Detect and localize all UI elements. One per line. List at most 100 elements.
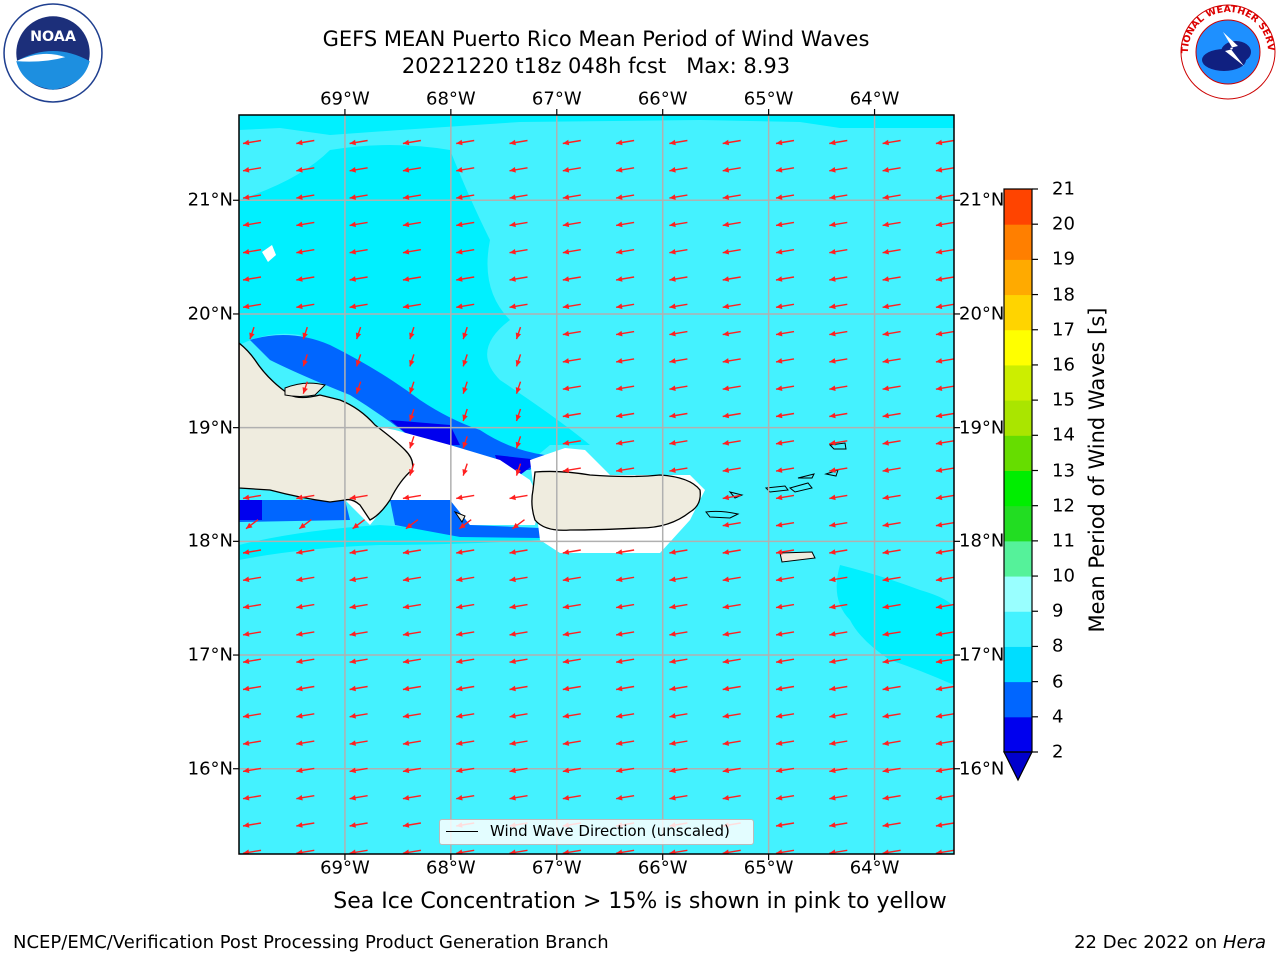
wind-wave-arrow (669, 221, 688, 228)
wind-wave-arrow (935, 631, 954, 637)
wind-wave-arrow (515, 354, 522, 367)
wind-wave-arrow (242, 767, 262, 774)
lat-tick-label: 21°N (959, 189, 1005, 211)
wind-wave-arrow (722, 167, 741, 173)
wind-wave-arrow (349, 849, 368, 854)
wind-wave-arrow (402, 603, 422, 610)
wind-wave-arrow (242, 221, 262, 228)
wind-wave-arrow (935, 521, 954, 528)
wind-wave-arrow (242, 194, 262, 200)
wind-wave-arrow (935, 494, 954, 501)
wind-wave-arrow (509, 549, 528, 555)
wind-wave-arrow (935, 248, 954, 255)
wind-wave-arrow (509, 139, 528, 146)
wind-wave-arrow (775, 303, 795, 310)
wind-wave-arrow (935, 167, 954, 173)
wind-wave-arrow (935, 740, 954, 746)
chart-subtitle: 20221220 t18z 048h fcst Max: 8.93 (401, 54, 791, 78)
colorbar-segment (1004, 364, 1032, 401)
wind-wave-arrow (242, 822, 262, 828)
wind-wave-arrow (829, 330, 848, 337)
lon-tick-label: 69°W (320, 857, 370, 879)
wind-wave-arrow (509, 603, 528, 610)
wind-wave-arrow (296, 576, 315, 583)
wind-wave-arrow (509, 849, 528, 854)
wind-wave-arrow (349, 549, 368, 555)
wind-wave-arrow (882, 303, 901, 310)
wind-wave-arrow (349, 139, 368, 146)
lon-tick-label: 65°W (743, 857, 794, 879)
colorbar-segment (1004, 189, 1032, 225)
wind-wave-arrow (562, 740, 581, 746)
wind-wave-arrow (882, 248, 901, 255)
wind-wave-arrow (242, 303, 262, 310)
wind-wave-arrow (562, 440, 581, 446)
wind-wave-arrow (402, 303, 422, 310)
wind-wave-arrow (402, 685, 422, 692)
wind-wave-arrow (349, 740, 368, 746)
wind-wave-arrow (615, 358, 635, 364)
wind-wave-arrow (515, 463, 522, 476)
wind-wave-arrow (935, 822, 954, 828)
wind-wave-arrow (935, 658, 954, 664)
wind-wave-arrow (669, 440, 688, 446)
wind-wave-arrow (402, 221, 422, 228)
wind-wave-arrow (775, 631, 795, 637)
wind-wave-arrow (615, 631, 635, 637)
wind-wave-arrow (402, 494, 422, 501)
colorbar-segment (1004, 470, 1032, 507)
wind-wave-arrow (935, 849, 954, 854)
wind-wave-arrow (829, 685, 848, 692)
wind-wave-arrow (296, 658, 315, 664)
wind-wave-arrow (882, 440, 901, 446)
wind-wave-arrow (456, 631, 475, 637)
colorbar-label: Mean Period of Wind Waves [s] (1085, 307, 1109, 633)
wind-wave-arrow (615, 139, 635, 146)
wind-wave-arrow (829, 822, 848, 828)
wind-wave-arrow (402, 658, 422, 664)
wind-wave-arrow (402, 194, 422, 200)
wind-wave-arrow (456, 303, 475, 310)
wind-wave-arrow (562, 849, 581, 854)
colorbar-tick-label: 17 (1052, 319, 1075, 341)
wind-wave-arrow (562, 139, 581, 146)
wind-wave-arrow (882, 685, 901, 692)
wind-wave-arrow (515, 326, 522, 340)
wind-wave-arrow (829, 221, 848, 228)
wind-wave-arrow (615, 685, 635, 692)
wind-wave-arrow (722, 849, 741, 854)
wind-wave-arrow (462, 436, 468, 449)
wind-wave-arrow (615, 576, 635, 583)
wind-wave-arrow (775, 385, 795, 391)
land-hispaniola (239, 342, 414, 521)
wind-wave-arrow (615, 794, 635, 801)
lat-tick-label: 16°N (187, 758, 233, 780)
wind-wave-arrow (615, 221, 635, 228)
wind-wave-arrow (456, 194, 475, 200)
colorbar-segment (1004, 329, 1032, 366)
wind-wave-arrow (669, 631, 688, 637)
wind-wave-arrow (562, 194, 581, 200)
wind-wave-arrow (882, 467, 901, 473)
wind-wave-arrow (296, 849, 315, 854)
wind-wave-arrow (669, 139, 688, 146)
wind-wave-arrow (402, 794, 422, 801)
wind-wave-arrow (882, 603, 901, 610)
wind-wave-arrow (349, 685, 368, 692)
wind-wave-arrow (409, 326, 415, 340)
wind-wave-arrow (562, 631, 581, 637)
legend: Wind Wave Direction (unscaled) (439, 819, 754, 845)
wind-wave-arrow (722, 358, 741, 364)
wind-wave-arrow (462, 408, 468, 422)
wind-wave-arrow (562, 467, 581, 473)
wind-wave-arrow (935, 412, 954, 419)
colorbar-segment (1004, 540, 1032, 577)
colorbar-segment (1004, 294, 1032, 331)
wind-wave-arrow (509, 767, 528, 774)
wind-wave-arrow (615, 167, 635, 173)
colorbar-tick-label: 11 (1052, 530, 1075, 552)
wind-wave-arrow (669, 412, 688, 419)
wind-wave-arrow (409, 463, 415, 476)
legend-line-icon (446, 831, 478, 832)
